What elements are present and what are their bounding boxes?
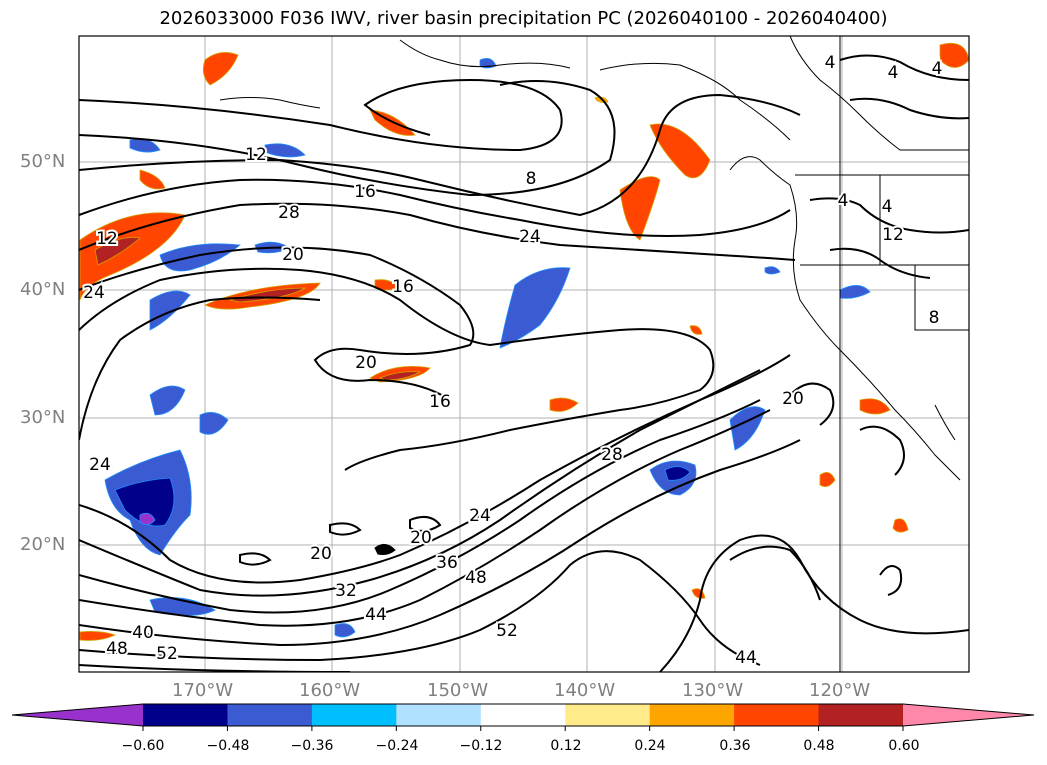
- precip-patch: [149, 385, 186, 416]
- chart-title: 2026033000 F036 IWV, river basin precipi…: [159, 8, 888, 29]
- contour-label: 12: [245, 145, 267, 165]
- contour-label: 8: [526, 169, 537, 189]
- lat-label: 50°N: [20, 151, 66, 172]
- coastlines: [219, 36, 969, 672]
- colorbar-segment: [818, 704, 904, 726]
- precip-patch: [499, 267, 571, 349]
- precip-patch: [79, 631, 117, 641]
- precip-patch: [159, 243, 241, 272]
- colorbar-segment: [396, 704, 482, 726]
- precip-patches: [79, 42, 969, 641]
- precip-patch: [139, 512, 156, 525]
- iwv-contours: [79, 54, 969, 672]
- colorbar-tick-label: 0.60: [888, 738, 920, 754]
- precip-patch: [859, 398, 891, 415]
- contour-label: 24: [469, 506, 491, 526]
- colorbar-segment: [227, 704, 313, 726]
- contour-label: 24: [89, 455, 111, 475]
- colorbar: [11, 703, 1035, 731]
- contour-label: 20: [282, 245, 304, 265]
- lon-label: 140°W: [554, 680, 616, 701]
- precip-patch: [839, 285, 871, 299]
- contour-label: 4: [838, 191, 849, 211]
- contour-label: 28: [278, 203, 300, 223]
- precip-patch: [334, 623, 356, 638]
- precip-patch: [892, 518, 909, 533]
- precip-patch: [264, 143, 306, 158]
- contour-label: 52: [496, 621, 518, 641]
- colorbar-segment: [12, 704, 143, 726]
- colorbar-tick-label: −0.12: [459, 738, 503, 754]
- precip-patch: [378, 371, 422, 381]
- map-frame: [78, 35, 970, 673]
- contour-label: 16: [429, 392, 451, 412]
- colorbar-tick-label: 0.48: [803, 738, 835, 754]
- contour-label: 8: [929, 308, 940, 328]
- lon-label: 170°W: [172, 680, 234, 701]
- colorbar-segment: [143, 704, 228, 726]
- contour-label: 4: [888, 63, 899, 83]
- lat-label: 30°N: [20, 407, 66, 428]
- colorbar-tick-label: −0.60: [121, 738, 165, 754]
- precip-patch: [819, 472, 836, 488]
- precip-patch: [149, 290, 191, 331]
- colorbar-tick-label: 0.36: [719, 738, 751, 754]
- colorbar-segment: [734, 704, 820, 726]
- lon-label: 160°W: [299, 680, 361, 701]
- colorbar-tick-label: −0.24: [375, 738, 419, 754]
- contour-label: 52: [156, 644, 178, 664]
- precip-patch: [664, 466, 691, 481]
- colorbar-segment: [311, 704, 397, 726]
- contour-label: 12: [882, 225, 904, 245]
- contour-label: 28: [601, 445, 623, 465]
- precip-patch: [619, 176, 661, 241]
- contour-label: 16: [354, 182, 376, 202]
- contour-label: 20: [782, 389, 804, 409]
- colorbar-tick-label: 0.12: [550, 738, 582, 754]
- contour-labels: 4 4 4 4 4 8 8 12 12 12 16 16 16 20 20 20…: [81, 51, 944, 670]
- contour-label: 24: [83, 283, 105, 303]
- contour-label: 20: [410, 528, 432, 548]
- contour-label: 4: [825, 53, 836, 73]
- colorbar-tick-label: −0.48: [206, 738, 250, 754]
- contour-label: 24: [519, 227, 541, 247]
- contour-label: 44: [365, 605, 387, 625]
- contour-label: 20: [355, 353, 377, 373]
- precip-patch: [202, 52, 239, 86]
- contour-label: 40: [132, 623, 154, 643]
- contour-label: 20: [310, 544, 332, 564]
- colorbar-segment: [649, 704, 735, 726]
- precip-patches-negative: [104, 58, 871, 638]
- colorbar-segment: [480, 704, 566, 726]
- precip-patch: [764, 266, 781, 275]
- precip-patch: [689, 325, 703, 335]
- lon-label: 150°W: [427, 680, 489, 701]
- colorbar-tick-label: 0.24: [634, 738, 666, 754]
- precip-patch: [691, 588, 706, 599]
- colorbar-segment: [565, 704, 651, 726]
- lat-label: 40°N: [20, 279, 66, 300]
- lat-label: 20°N: [20, 534, 66, 555]
- precip-patch: [549, 397, 579, 412]
- contour-label: 12: [96, 229, 118, 249]
- contour-label: 48: [106, 639, 128, 659]
- lon-label: 130°W: [682, 680, 744, 701]
- contour-label: 16: [392, 277, 414, 297]
- contour-label: 36: [436, 553, 458, 573]
- colorbar-tick-label: −0.36: [290, 738, 334, 754]
- precip-patch: [94, 237, 141, 266]
- contour-label: 44: [735, 648, 757, 668]
- precip-patch: [139, 169, 166, 190]
- lon-label: 120°W: [809, 680, 871, 701]
- precip-patch: [939, 42, 969, 68]
- contour-label: 32: [335, 581, 357, 601]
- contour-label: 48: [465, 568, 487, 588]
- precip-patch: [729, 406, 766, 451]
- contour-label: 4: [882, 197, 893, 217]
- contour-label: 4: [932, 59, 943, 79]
- precip-patch: [199, 412, 229, 435]
- precip-patch: [649, 123, 711, 179]
- colorbar-segment: [903, 704, 1034, 726]
